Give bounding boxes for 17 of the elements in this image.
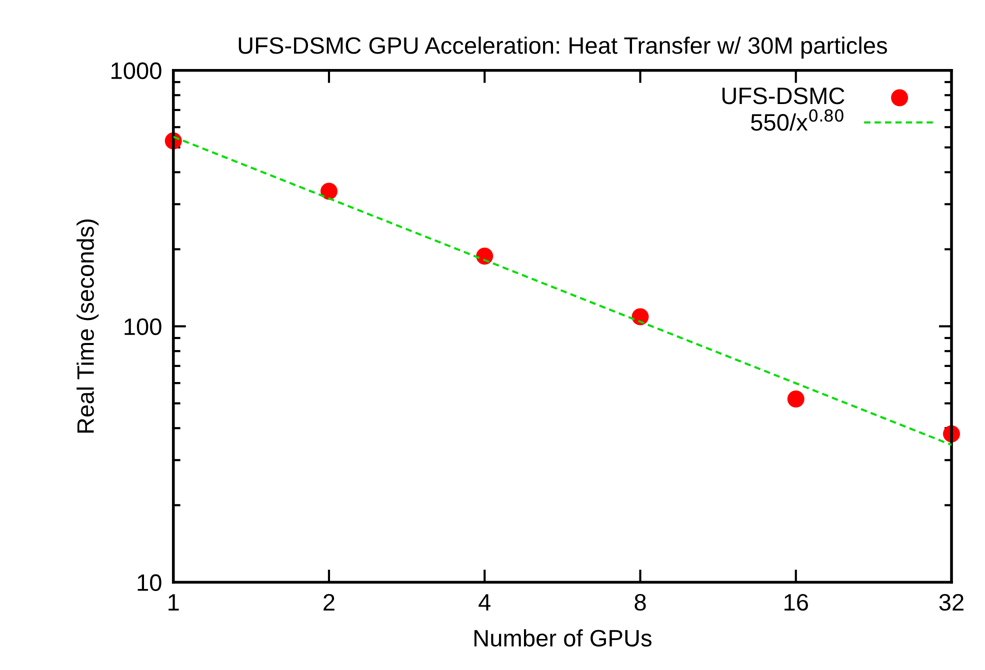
x-axis-title: Number of GPUs bbox=[474, 629, 652, 647]
x-tick-label: 8 bbox=[634, 594, 646, 611]
x-tick-label: 2 bbox=[324, 594, 334, 610]
y-tick-label: 10 bbox=[138, 574, 162, 592]
x-tick-label: 16 bbox=[784, 594, 808, 611]
x-tick-label: 4 bbox=[478, 594, 490, 610]
x-tick-label: 32 bbox=[939, 594, 964, 611]
y-axis-title: Real Time (seconds) bbox=[76, 219, 99, 433]
point bbox=[632, 308, 649, 326]
y-tick-label: 100 bbox=[124, 318, 162, 336]
legend-label: 550/x$^{0.80}$ bbox=[751, 109, 844, 131]
chart-title: UFS-DSMC GPU Acceleration: Heat Transfer w/ 30M particles bbox=[238, 36, 888, 59]
legend-label: UFS-DSMC bbox=[722, 88, 844, 104]
x-tick-label: 1 bbox=[168, 594, 179, 610]
y-tick-label: 1000 bbox=[112, 62, 162, 80]
point bbox=[787, 390, 804, 408]
point bbox=[320, 182, 338, 200]
